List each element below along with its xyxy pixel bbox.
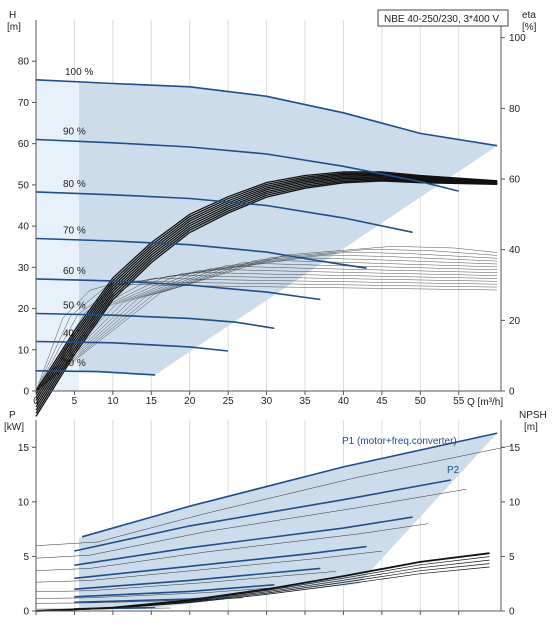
- eta-family-line: [35, 280, 498, 392]
- operating-envelope: [79, 83, 498, 375]
- power-axis-unit: [kW]: [4, 422, 24, 433]
- speed-label: 90 %: [63, 127, 86, 138]
- y-tick-label-npsh: 5: [509, 552, 515, 563]
- y-tick-label-head: 0: [23, 387, 29, 398]
- speed-label: 20 %: [63, 358, 86, 369]
- speed-label: 60 %: [63, 266, 86, 277]
- p2-curve: [35, 586, 290, 599]
- eta-axis-unit: [%]: [522, 22, 537, 33]
- x-tick-label: 5: [72, 396, 78, 407]
- x-tick-label: 50: [415, 396, 427, 407]
- p1-curve: [74, 516, 413, 566]
- eta-curve: [35, 176, 498, 408]
- p1-curve: [74, 545, 367, 580]
- head-curve: [35, 370, 156, 376]
- p1-curve: [74, 567, 321, 590]
- eta-family-line: [35, 246, 498, 392]
- y-tick-label-power: 0: [23, 607, 29, 618]
- x-tick-label: 45: [376, 396, 388, 407]
- legend-p1: P1 (motor+freq.converter): [342, 436, 457, 447]
- head-axis-unit: [m]: [7, 22, 21, 33]
- eta-family-line: [35, 251, 498, 392]
- head-curve: [35, 138, 459, 192]
- y-tick-label-npsh: 15: [509, 443, 521, 454]
- power-axis-label: P: [9, 410, 16, 421]
- eta-curve: [35, 172, 498, 395]
- y-tick-label-npsh: 0: [509, 607, 515, 618]
- y-tick-label-head: 60: [18, 139, 30, 150]
- speed-label: 80 %: [63, 179, 86, 190]
- eta-curve: [35, 180, 498, 417]
- npsh-axis-unit: [m]: [524, 422, 538, 433]
- x-tick-label: 55: [453, 396, 465, 407]
- p2-curve: [35, 445, 513, 546]
- y-tick-label-head: 70: [18, 98, 30, 109]
- x-tick-label: 40: [338, 396, 350, 407]
- y-tick-label-head: 10: [18, 345, 30, 356]
- x-tick-label: 25: [223, 396, 235, 407]
- eta-curve: [35, 178, 498, 411]
- y-tick-label-head: 30: [18, 263, 30, 274]
- head-curve: [35, 278, 321, 301]
- x-tick-label: 0: [33, 396, 39, 407]
- x-tick-label: 15: [146, 396, 158, 407]
- p2-curve: [35, 523, 429, 571]
- speed-label: 70 %: [63, 225, 86, 236]
- p1-curve: [74, 479, 452, 552]
- p2-curve: [35, 488, 467, 559]
- power-envelope: [79, 433, 498, 609]
- head-curve: [35, 79, 498, 147]
- legend-p2: P2: [447, 465, 460, 476]
- speed-label: 50 %: [63, 301, 86, 312]
- y-tick-label-power: 10: [18, 497, 30, 508]
- x-tick-label: 20: [184, 396, 196, 407]
- p1-curve: [81, 432, 498, 538]
- head-curve: [35, 237, 367, 269]
- npsh-axis-label: NPSH: [519, 410, 547, 421]
- npsh-curve: [35, 552, 490, 612]
- y-tick-label-power: 5: [23, 552, 29, 563]
- x-tick-label: 30: [261, 396, 273, 407]
- y-tick-label-eta: 40: [509, 245, 521, 256]
- y-tick-label-eta: 100: [509, 33, 526, 44]
- eta-axis-label: eta: [522, 10, 536, 21]
- x-tick-label: 10: [107, 396, 119, 407]
- pump-title: NBE 40-250/230, 3*400 V: [384, 14, 499, 25]
- y-tick-label-npsh: 10: [509, 497, 521, 508]
- p2-curve: [35, 571, 336, 593]
- eta-curve: [35, 171, 498, 392]
- eta-family-line: [35, 283, 498, 392]
- y-tick-label-eta: 20: [509, 316, 521, 327]
- y-tick-label-head: 50: [18, 180, 30, 191]
- y-tick-label-head: 20: [18, 304, 30, 315]
- y-tick-label-eta: 60: [509, 175, 521, 186]
- eta-family-line: [35, 260, 498, 392]
- eta-family-line: [35, 254, 498, 392]
- speed-label: 40 %: [63, 329, 86, 340]
- speed-label: 100 %: [65, 67, 93, 78]
- y-tick-label-eta: 80: [509, 104, 521, 115]
- eta-curve: [35, 175, 498, 405]
- head-curve: [35, 340, 229, 352]
- head-axis-label: H: [9, 10, 16, 21]
- p1-curve: [74, 596, 229, 604]
- head-curve: [35, 191, 413, 234]
- y-tick-label-head: 80: [18, 57, 30, 68]
- y-tick-label-head: 40: [18, 222, 30, 233]
- y-tick-label-power: 15: [18, 443, 30, 454]
- p1-curve: [74, 584, 275, 598]
- pump-title-box: [377, 9, 509, 27]
- head-curve: [35, 312, 275, 330]
- y-tick-label-eta: 0: [509, 387, 515, 398]
- eta-family-line: [35, 248, 498, 392]
- p2-curve: [35, 550, 382, 583]
- flow-axis-label: Q [m³/h]: [467, 397, 503, 408]
- x-tick-label: 35: [299, 396, 311, 407]
